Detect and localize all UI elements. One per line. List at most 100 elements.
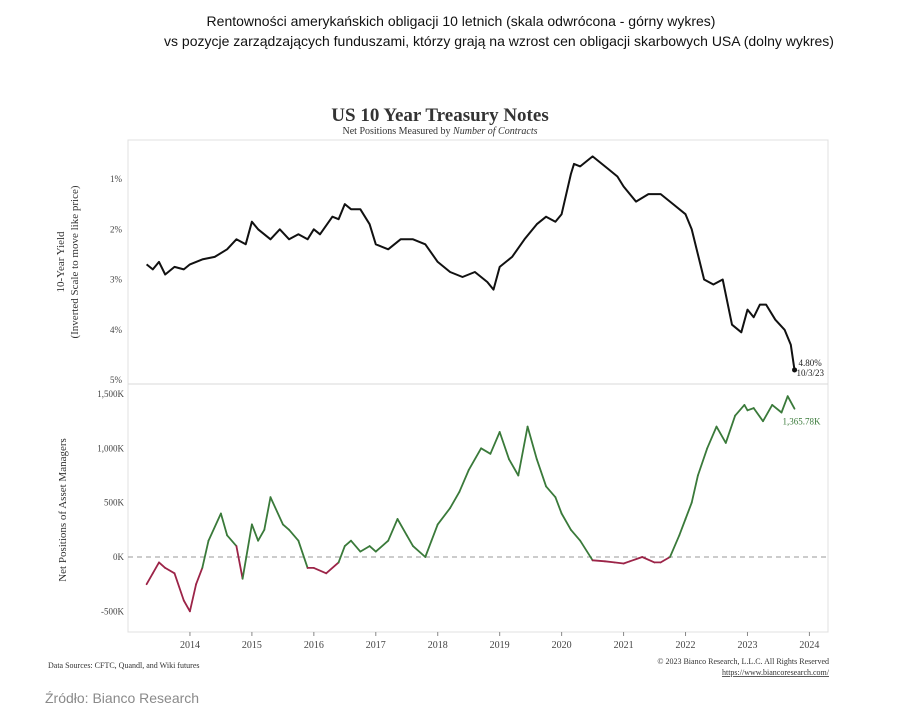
positions-segment	[374, 539, 390, 553]
positions-segment	[786, 395, 796, 410]
positions-segment	[219, 512, 229, 537]
x-ticks: 2014 2015 2016 2017 2018 2019 2020 2021 2022 2023…	[180, 632, 819, 651]
positions-segment	[343, 539, 352, 547]
positions-segment	[489, 431, 501, 455]
positions-segment	[173, 572, 185, 602]
chart-subtitle: Net Positions Measured by Number of Cont…	[343, 126, 538, 137]
positions-segment	[706, 425, 718, 450]
positions-segment	[579, 539, 594, 562]
positions-segment	[188, 583, 198, 613]
bottom-y-tick-label: -500K	[101, 606, 124, 616]
top-y-tick-label: 4%	[110, 325, 123, 335]
positions-segment	[281, 523, 291, 531]
yield-end-label-date: 10/3/23	[797, 368, 825, 378]
positions-segment	[182, 599, 191, 613]
bottom-y-tick-label: 500K	[104, 498, 125, 508]
top-ylabel-line2: (Inverted Scale to move like price)	[69, 185, 81, 338]
positions-segment	[458, 469, 470, 493]
positions-segment	[405, 534, 414, 547]
caption-line-1: Rentowności amerykańskich obligacji 10 l…	[206, 13, 716, 29]
positions-segment	[746, 407, 755, 412]
positions-segment	[257, 528, 266, 542]
bottom-y-tick-label: 1,000K	[97, 443, 124, 453]
positions-segment	[151, 561, 160, 575]
x-tick-label: 2024	[799, 640, 819, 651]
positions-segment	[743, 403, 749, 412]
positions-segment	[535, 458, 547, 488]
x-tick-label: 2020	[552, 640, 572, 651]
source-note: Źródło: Bianco Research	[45, 690, 200, 706]
positions-segment	[724, 414, 736, 444]
footer-data-sources: Data Sources: CFTC, Quandl, and Wiki fut…	[48, 661, 200, 670]
positions-segment	[554, 496, 563, 515]
yield-end-label-value: 4.80%	[799, 358, 823, 368]
positions-series-line	[145, 395, 796, 613]
positions-end-label: 1,365.78K	[783, 417, 822, 427]
x-tick-label: 2015	[242, 640, 262, 651]
positions-segment	[145, 572, 154, 586]
positions-segment	[158, 561, 167, 569]
bottom-y-ticks: 1,500K 1,000K 500K 0K -500K	[97, 389, 124, 616]
positions-segment	[780, 395, 789, 414]
positions-segment	[669, 534, 681, 558]
chart-title: US 10 Year Treasury Notes	[331, 105, 548, 126]
positions-segment	[684, 501, 693, 520]
x-tick-label: 2019	[490, 640, 510, 651]
x-tick-label: 2022	[676, 640, 696, 651]
positions-segment	[368, 545, 377, 553]
bottom-y-tick-label: 1,500K	[97, 389, 124, 399]
positions-segment	[396, 518, 408, 537]
positions-segment	[591, 559, 606, 563]
positions-segment	[288, 528, 300, 542]
positions-segment	[641, 556, 656, 564]
positions-segment	[622, 560, 631, 565]
chart-panel	[127, 139, 829, 633]
x-tick-label: 2023	[737, 640, 757, 651]
x-tick-label: 2021	[614, 640, 634, 651]
top-y-tick-label: 5%	[110, 375, 123, 385]
positions-segment	[337, 545, 346, 564]
positions-segment	[467, 447, 483, 472]
chart-subtitle-emph: Number of Contracts	[452, 126, 538, 137]
positions-segment	[359, 545, 371, 553]
top-y-tick-label: 3%	[110, 275, 123, 285]
top-y-ticks: 1% 2% 3% 4% 5%	[110, 174, 123, 385]
caption-line-2: vs pozycje zarządzających funduszami, kt…	[164, 33, 834, 49]
positions-segment	[570, 528, 582, 542]
bottom-y-tick-label: 0K	[113, 552, 125, 562]
positions-segment	[613, 561, 625, 565]
positions-segment	[235, 545, 244, 580]
yield-series-line	[145, 155, 796, 371]
positions-segment	[545, 485, 557, 499]
positions-segment	[387, 518, 399, 542]
positions-segment	[430, 523, 439, 542]
chart-subtitle-prefix: Net Positions Measured by	[343, 126, 454, 137]
footer-url[interactable]: https://www.biancoresearch.com/	[722, 668, 830, 677]
positions-segment	[201, 539, 210, 569]
footer-copyright: © 2023 Bianco Research, L.L.C. All Right…	[657, 657, 829, 666]
x-tick-label: 2017	[366, 640, 386, 651]
top-y-tick-label: 2%	[110, 224, 123, 234]
yield-end-point	[792, 367, 798, 373]
positions-segment	[263, 496, 272, 531]
top-ylabel-line1: 10-Year Yield	[55, 231, 67, 293]
positions-segment	[734, 403, 746, 417]
positions-segment	[312, 567, 328, 575]
positions-segment	[752, 407, 764, 423]
bottom-ylabel: Net Positions of Asset Managers	[57, 438, 69, 582]
positions-segment	[480, 447, 492, 455]
positions-segment	[659, 556, 671, 564]
positions-segment	[297, 539, 309, 569]
positions-segment	[517, 425, 529, 477]
positions-segment	[250, 523, 260, 542]
positions-segment	[325, 561, 340, 575]
positions-segment	[164, 567, 176, 575]
top-y-tick-label: 1%	[110, 174, 123, 184]
positions-segment	[560, 512, 572, 531]
positions-segment	[436, 507, 452, 526]
positions-segment	[771, 403, 783, 414]
positions-segment	[241, 523, 253, 580]
positions-segment	[350, 539, 362, 553]
positions-segment	[498, 431, 510, 461]
x-tick-label: 2016	[304, 640, 324, 651]
